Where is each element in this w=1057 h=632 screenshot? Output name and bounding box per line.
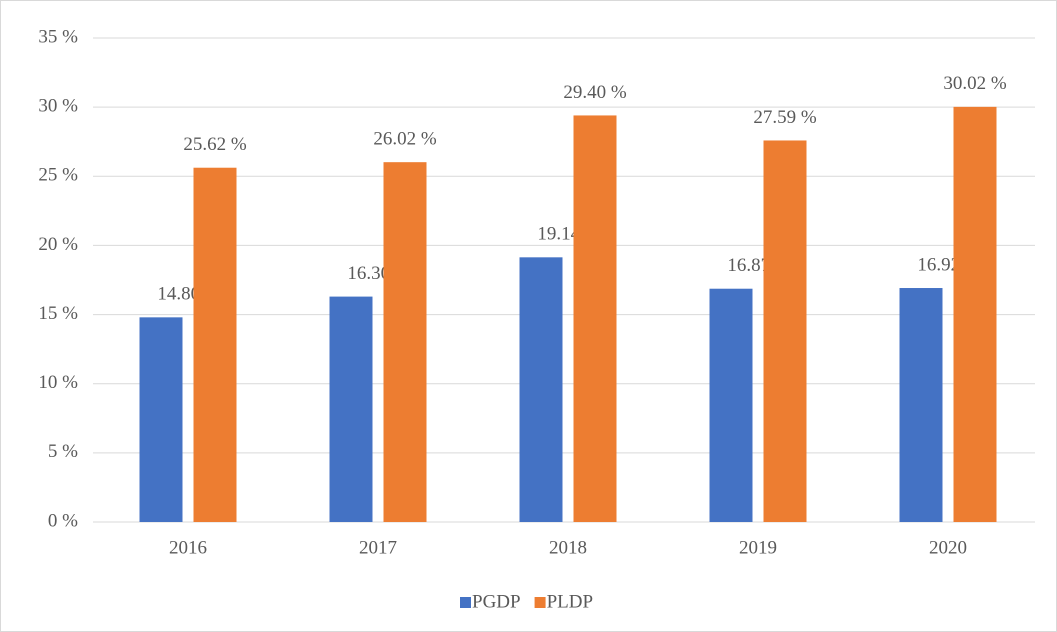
bar <box>383 162 427 522</box>
bar <box>139 317 183 522</box>
y-tick-label: 5 % <box>48 441 78 462</box>
data-label: 29.40 % <box>563 82 627 103</box>
y-tick-label: 35 % <box>38 26 78 47</box>
x-tick-label: 2018 <box>549 537 587 558</box>
x-tick-label: 2017 <box>359 537 397 558</box>
bar <box>709 288 753 522</box>
y-tick-label: 25 % <box>38 165 78 186</box>
bar <box>519 257 563 522</box>
x-tick-label: 2020 <box>929 537 967 558</box>
y-tick-label: 30 % <box>38 96 78 117</box>
x-tick-label: 2016 <box>169 537 207 558</box>
data-label: 26.02 % <box>373 129 437 150</box>
data-label: 27.59 % <box>753 107 817 128</box>
bar <box>899 288 943 522</box>
legend-swatch <box>460 597 471 608</box>
bar <box>329 296 373 522</box>
legend-label: PLDP <box>547 591 593 612</box>
data-label: 30.02 % <box>943 73 1007 94</box>
y-tick-label: 15 % <box>38 303 78 324</box>
y-tick-label: 20 % <box>38 234 78 255</box>
bar <box>953 106 997 523</box>
bar <box>573 115 617 522</box>
x-tick-label: 2019 <box>739 537 777 558</box>
bar <box>763 140 807 522</box>
y-tick-label: 0 % <box>48 510 78 531</box>
data-label: 25.62 % <box>183 134 247 155</box>
bar <box>193 167 237 522</box>
legend-swatch <box>534 597 546 608</box>
legend-label: PGDP <box>472 591 521 612</box>
y-tick-label: 10 % <box>38 372 78 393</box>
